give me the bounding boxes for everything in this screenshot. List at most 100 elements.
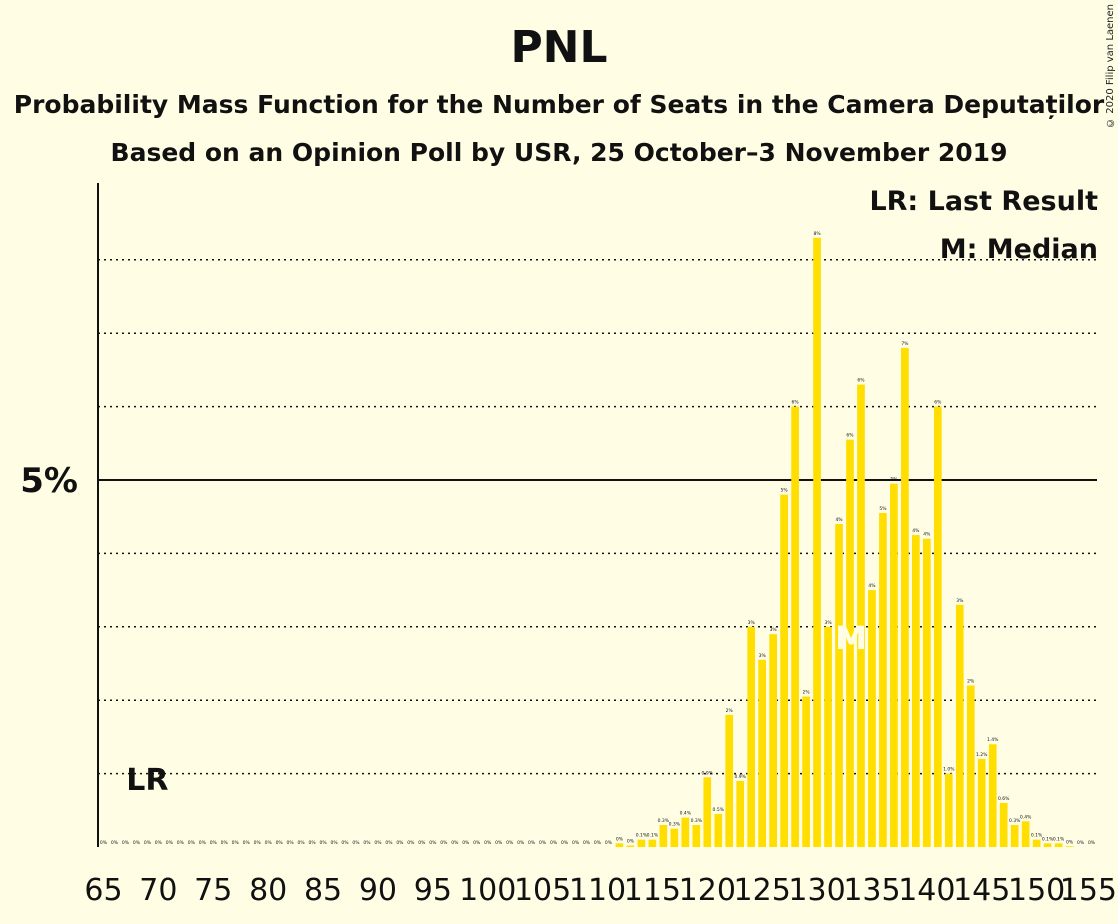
- bar: [1032, 839, 1041, 847]
- bar-value-label: 0.9%: [734, 774, 746, 780]
- bar: [703, 777, 712, 847]
- bar-value-label: 0%: [298, 840, 306, 846]
- bar: [637, 839, 646, 847]
- bar-value-label: 0.3%: [691, 818, 703, 824]
- bar-value-label: 0%: [100, 840, 108, 846]
- bar-value-label: 0.1%: [636, 833, 648, 839]
- x-tick-label: 95: [414, 873, 452, 908]
- bar-value-label: 0%: [550, 840, 558, 846]
- bar: [912, 535, 920, 847]
- bar-value-label: 0%: [155, 840, 163, 846]
- bar-value-label: 0%: [484, 840, 492, 846]
- bar-value-label: 0.1%: [1053, 836, 1065, 842]
- bar-value-label: 0.1%: [647, 833, 659, 839]
- bar-value-label: 0%: [495, 840, 503, 846]
- bar-value-label: 0%: [473, 840, 481, 846]
- bar: [780, 494, 788, 847]
- bar-value-label: 0%: [418, 840, 426, 846]
- bar: [659, 824, 668, 847]
- bar: [648, 839, 657, 847]
- x-tick-label: 90: [359, 873, 397, 908]
- bar: [879, 513, 887, 847]
- x-tick-label: 125: [734, 873, 791, 908]
- bar-value-label: 0.4%: [1020, 814, 1032, 820]
- bar-value-label: 0%: [221, 840, 229, 846]
- bar: [747, 626, 756, 847]
- bar-value-label: 0%: [583, 840, 591, 846]
- bar-value-label: 0%: [506, 840, 514, 846]
- bar-value-label: 0%: [517, 840, 525, 846]
- bar-value-label: 0%: [232, 840, 240, 846]
- x-tick-label: 145: [953, 873, 1010, 908]
- bar-value-label: 0%: [627, 839, 635, 845]
- bar-value-label: 6%: [934, 400, 942, 406]
- chart-subtitle-poll: Based on an Opinion Poll by USR, 25 Octo…: [110, 138, 1008, 167]
- bar: [813, 237, 821, 847]
- bar-value-label: 6%: [846, 433, 854, 439]
- bar-value-label: 2%: [967, 679, 975, 685]
- bar: [1065, 846, 1074, 847]
- bar-value-label: 5%: [781, 488, 789, 494]
- y-tick-label: 5%: [20, 461, 78, 501]
- x-tick-label: 120: [679, 873, 736, 908]
- bar: [769, 634, 777, 847]
- x-tick-label: 85: [304, 873, 342, 908]
- bar-value-label: 0%: [111, 840, 119, 846]
- bar: [944, 773, 953, 847]
- bar-value-label: 0%: [363, 840, 371, 846]
- bar: [681, 817, 690, 847]
- bar: [933, 406, 942, 847]
- bar: [922, 538, 931, 847]
- median-marker: M: [835, 619, 867, 657]
- bar-value-label: 6%: [857, 378, 865, 384]
- bar-value-label: 0%: [451, 840, 459, 846]
- bar-value-label: 0%: [616, 836, 624, 842]
- bar: [802, 696, 810, 847]
- bar-value-label: 0.4%: [680, 811, 692, 817]
- bar-value-label: 0%: [539, 840, 547, 846]
- bar: [955, 604, 964, 847]
- bar: [1043, 843, 1052, 847]
- bar: [670, 828, 679, 847]
- bar: [824, 626, 832, 847]
- bar-value-label: 0%: [1077, 840, 1085, 846]
- x-tick-label: 110: [569, 873, 626, 908]
- chart-subtitle: Probability Mass Function for the Number…: [13, 90, 1105, 119]
- bar-value-label: 4%: [835, 517, 843, 523]
- bar: [1021, 821, 1030, 847]
- bar: [736, 780, 745, 847]
- bar-value-label: 0%: [462, 840, 470, 846]
- bar-value-label: 0%: [528, 840, 536, 846]
- bar: [890, 483, 898, 847]
- bar-value-label: 0%: [133, 840, 141, 846]
- bar-value-label: 3%: [824, 620, 832, 626]
- bar: [977, 758, 986, 847]
- bar-value-label: 1.0%: [943, 767, 955, 773]
- x-tick-label: 150: [1008, 873, 1065, 908]
- bar-value-label: 0%: [330, 840, 338, 846]
- bar-value-label: 2%: [803, 690, 811, 696]
- bar-value-label: 5%: [890, 477, 898, 483]
- bar-value-label: 0%: [385, 840, 393, 846]
- bar-value-label: 0.3%: [658, 818, 670, 824]
- bar-value-label: 0%: [265, 840, 273, 846]
- bar-value-label: 0.9%: [702, 770, 714, 776]
- bar-value-label: 0%: [572, 840, 580, 846]
- bar-value-label: 0%: [341, 840, 349, 846]
- bar-value-label: 0%: [199, 840, 207, 846]
- bar: [791, 406, 799, 847]
- bar-value-label: 0.1%: [1031, 833, 1043, 839]
- bar: [1054, 843, 1063, 847]
- bar-value-label: 0%: [166, 840, 174, 846]
- bar: [835, 524, 843, 847]
- bar: [857, 384, 865, 847]
- bar-value-label: 3%: [956, 598, 964, 604]
- x-tick-label: 130: [788, 873, 845, 908]
- x-tick-label: 80: [249, 873, 287, 908]
- x-tick-label: 140: [898, 873, 955, 908]
- bar: [966, 685, 975, 847]
- bar-value-label: 0%: [188, 840, 196, 846]
- bar-value-label: 2%: [726, 708, 734, 714]
- chart-title: PNL: [510, 22, 608, 73]
